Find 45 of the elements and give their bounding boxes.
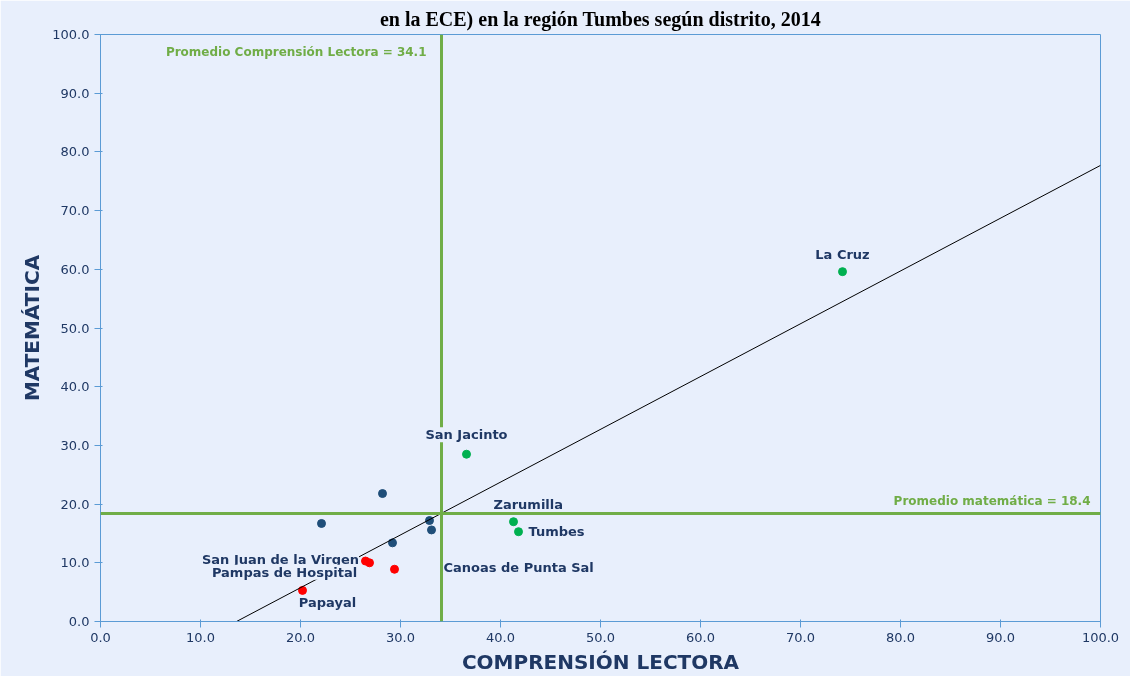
y-tick-label: 20.0 [60,496,90,512]
y-tick-label: 50.0 [60,320,90,336]
y-axis-title: MATEMÁTICA [20,254,45,402]
x-tick-label: 100.0 [1081,629,1120,645]
point [390,564,399,574]
annotation: Pampas de Hospital [211,564,358,580]
x-tick-label: 50.0 [586,629,615,645]
x-tick-label: 20.0 [286,629,315,645]
point [509,517,518,527]
annotation: Canoas de Punta Sal [443,560,594,576]
x-tick-label: 10.0 [186,629,215,645]
point [378,489,387,499]
point [365,558,374,568]
y-tick-label: 0.0 [68,614,90,629]
x-axis-title: COMPRENSIÓN LECTORA [461,649,740,674]
point [514,527,523,537]
annotation: San Jacinto [425,427,508,443]
y-tick-label: 100.0 [52,27,90,42]
annotation: San Juan de la Virgen [201,552,360,568]
y-tick-label: 30.0 [60,437,90,453]
y-tick-label: 60.0 [60,261,90,277]
x-tick-label: 0.0 [90,629,111,645]
annotation: Zarumilla [493,496,564,512]
point [462,449,471,459]
point [427,525,436,535]
x-tick-label: 90.0 [986,629,1015,645]
annotation: La Cruz [815,246,870,262]
ref-line-label: Promedio matemática = 18.4 [893,493,1091,508]
point [388,538,397,548]
point [317,518,326,528]
point [838,267,847,277]
x-tick-label: 40.0 [486,629,515,645]
y-tick-label: 80.0 [60,144,90,160]
chart-title: en la ECE) en la región Tumbes según distrito, 2014 [379,7,821,31]
ref-line-label: Promedio Comprensión Lectora = 34.1 [165,45,427,60]
y-tick-label: 70.0 [60,203,90,219]
y-tick-label: 40.0 [60,379,90,395]
x-tick-label: 60.0 [686,629,715,645]
annotation: Papayal [298,595,357,611]
y-tick-label: 10.0 [60,555,90,571]
x-tick-label: 80.0 [886,629,915,645]
x-tick-label: 70.0 [786,629,815,645]
annotation: Tumbes [528,524,585,540]
y-tick-label: 90.0 [60,85,90,101]
x-tick-label: 30.0 [386,629,415,645]
